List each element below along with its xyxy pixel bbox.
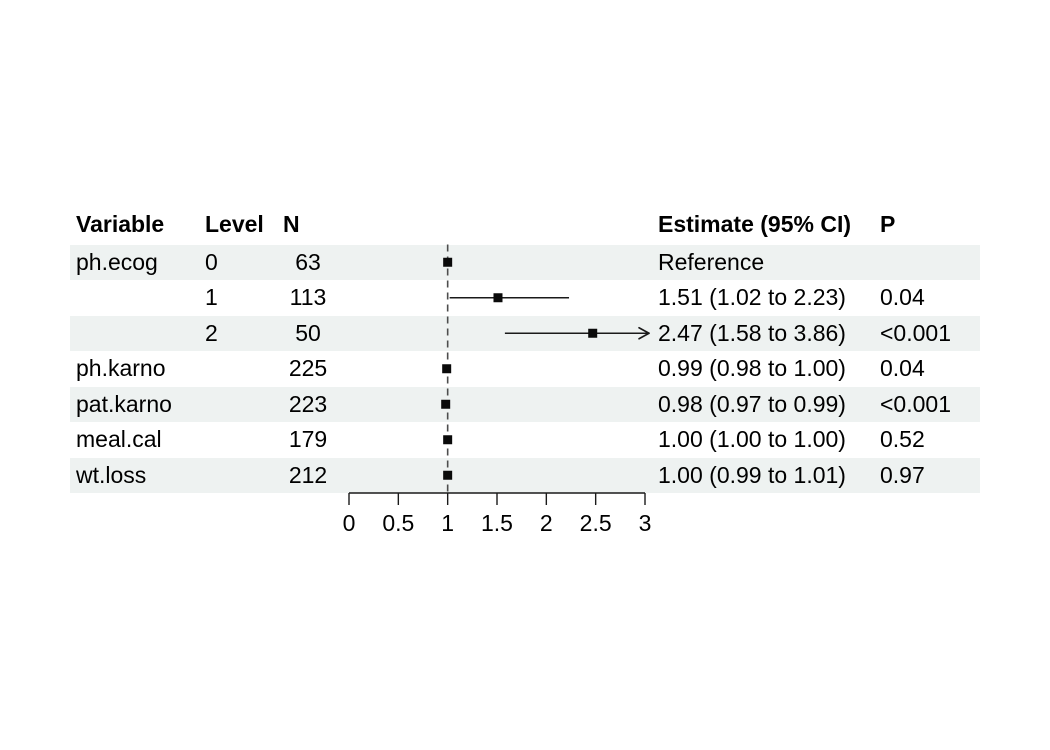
- cell-variable: wt.loss: [76, 461, 147, 488]
- column-header-estimate: Estimate (95% CI): [658, 211, 852, 237]
- cell-variable: meal.cal: [76, 426, 162, 452]
- cell-n: 63: [295, 248, 321, 275]
- column-header-p: P: [880, 211, 896, 237]
- cell-p: 0.04: [880, 355, 925, 381]
- table-row: ph.karno 225 0.99 (0.98 to 1.00) 0.04: [70, 351, 980, 387]
- cell-n: 212: [288, 461, 328, 488]
- cell-variable: ph.ecog: [76, 248, 158, 275]
- cell-estimate: 0.99 (0.98 to 1.00): [658, 355, 846, 381]
- table-row: meal.cal 179 1.00 (1.00 to 1.00) 0.52: [70, 422, 980, 458]
- cell-p: <0.001: [880, 390, 951, 417]
- table-row: wt.loss 212 1.00 (0.99 to 1.01) 0.97: [70, 457, 980, 493]
- x-axis-tick-label: 1.5: [481, 510, 513, 536]
- cell-p: 0.97: [880, 461, 925, 488]
- cell-estimate: 0.98 (0.97 to 0.99): [658, 390, 846, 417]
- cell-estimate: 1.51 (1.02 to 2.23): [658, 284, 846, 310]
- cell-estimate: 2.47 (1.58 to 3.86): [658, 319, 846, 346]
- column-header-variable: Variable: [76, 211, 165, 237]
- cell-variable: ph.karno: [76, 355, 166, 381]
- x-axis-tick-label: 2.5: [580, 510, 612, 536]
- x-axis-tick-label: 3: [639, 510, 652, 536]
- cell-p: <0.001: [880, 319, 951, 346]
- table-row: pat.karno 223 0.98 (0.97 to 0.99) <0.001: [70, 386, 980, 422]
- cell-level: 0: [205, 248, 218, 275]
- cell-variable: pat.karno: [76, 390, 172, 417]
- cell-n: 179: [288, 426, 328, 452]
- cell-n: 223: [288, 390, 328, 417]
- cell-p: 0.52: [880, 426, 925, 452]
- table-row: 1 113 1.51 (1.02 to 2.23) 0.04: [70, 280, 980, 316]
- cell-n: 50: [295, 319, 321, 346]
- column-header-level: Level: [205, 211, 264, 237]
- cell-level: 2: [205, 319, 218, 346]
- table-row: 2 50 2.47 (1.58 to 3.86) <0.001: [70, 315, 980, 351]
- x-axis-tick-label: 2: [540, 510, 553, 536]
- cell-n: 113: [289, 284, 327, 310]
- x-axis-tick-label: 1: [441, 510, 454, 536]
- cell-estimate: Reference: [658, 248, 765, 275]
- column-header-n: N: [283, 211, 300, 237]
- table-row: ph.ecog 0 63 Reference: [70, 244, 980, 280]
- cell-estimate: 1.00 (0.99 to 1.01): [658, 461, 846, 488]
- cell-p: 0.04: [880, 284, 925, 310]
- cell-estimate: 1.00 (1.00 to 1.00): [658, 426, 846, 452]
- cell-n: 225: [288, 355, 328, 381]
- x-axis-tick-label: 0: [343, 510, 356, 536]
- x-axis-tick-label: 0.5: [382, 510, 414, 536]
- cell-level: 1: [205, 284, 218, 310]
